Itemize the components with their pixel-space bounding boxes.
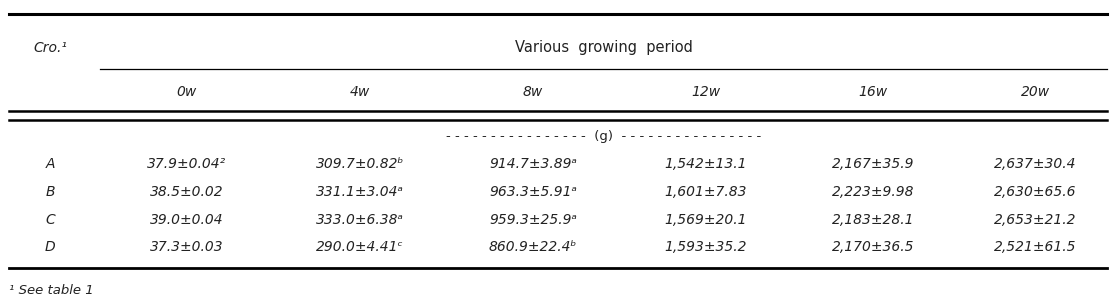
Text: Cro.¹: Cro.¹	[33, 41, 67, 55]
Text: 2,167±35.9: 2,167±35.9	[833, 157, 914, 171]
Text: 2,637±30.4: 2,637±30.4	[994, 157, 1076, 171]
Text: 38.5±0.02: 38.5±0.02	[151, 185, 223, 199]
Text: 963.3±5.91ᵃ: 963.3±5.91ᵃ	[489, 185, 577, 199]
Text: Various  growing  period: Various growing period	[514, 40, 693, 55]
Text: 331.1±3.04ᵃ: 331.1±3.04ᵃ	[316, 185, 404, 199]
Text: ¹ See table 1: ¹ See table 1	[9, 284, 94, 297]
Text: 290.0±4.41ᶜ: 290.0±4.41ᶜ	[316, 240, 404, 254]
Text: 309.7±0.82ᵇ: 309.7±0.82ᵇ	[316, 157, 404, 171]
Text: 2,170±36.5: 2,170±36.5	[833, 240, 914, 254]
Text: 20w: 20w	[1020, 85, 1050, 99]
Text: A: A	[46, 157, 55, 171]
Text: 1,569±20.1: 1,569±20.1	[665, 212, 747, 227]
Text: 2,223±9.98: 2,223±9.98	[833, 185, 914, 199]
Text: 860.9±22.4ᵇ: 860.9±22.4ᵇ	[489, 240, 577, 254]
Text: 2,653±21.2: 2,653±21.2	[994, 212, 1076, 227]
Text: 0w: 0w	[176, 85, 198, 99]
Text: 16w: 16w	[858, 85, 888, 99]
Text: B: B	[46, 185, 55, 199]
Text: 39.0±0.04: 39.0±0.04	[151, 212, 223, 227]
Text: 2,183±28.1: 2,183±28.1	[833, 212, 914, 227]
Text: 1,542±13.1: 1,542±13.1	[665, 157, 747, 171]
Text: 1,593±35.2: 1,593±35.2	[665, 240, 747, 254]
Text: 914.7±3.89ᵃ: 914.7±3.89ᵃ	[489, 157, 577, 171]
Text: 37.9±0.04²: 37.9±0.04²	[147, 157, 227, 171]
Text: 37.3±0.03: 37.3±0.03	[151, 240, 223, 254]
Text: 12w: 12w	[691, 85, 721, 99]
Text: 4w: 4w	[349, 85, 371, 99]
Text: 333.0±6.38ᵃ: 333.0±6.38ᵃ	[316, 212, 404, 227]
Text: 959.3±25.9ᵃ: 959.3±25.9ᵃ	[489, 212, 577, 227]
Text: D: D	[45, 240, 56, 254]
Text: 2,521±61.5: 2,521±61.5	[994, 240, 1076, 254]
Text: 8w: 8w	[522, 85, 543, 99]
Text: 2,630±65.6: 2,630±65.6	[994, 185, 1076, 199]
Text: - - - - - - - - - - - - - - - -  (g)  - - - - - - - - - - - - - - - -: - - - - - - - - - - - - - - - - (g) - - …	[446, 130, 761, 143]
Text: C: C	[46, 212, 55, 227]
Text: 1,601±7.83: 1,601±7.83	[665, 185, 747, 199]
